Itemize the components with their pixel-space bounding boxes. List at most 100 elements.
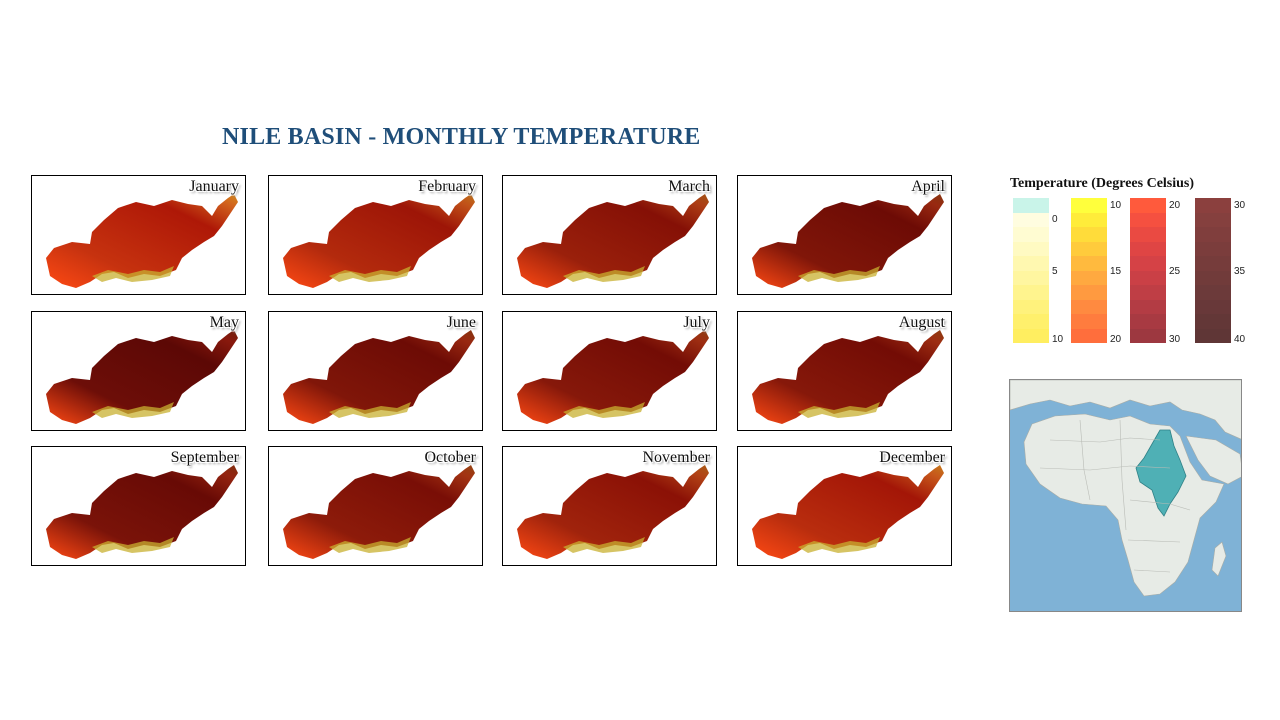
highland-band bbox=[92, 402, 174, 418]
madagascar-island bbox=[1211, 541, 1227, 577]
legend-tick: 10 bbox=[1052, 334, 1064, 345]
highland-band bbox=[563, 402, 645, 418]
legend-swatch bbox=[1195, 241, 1231, 256]
legend-swatch bbox=[1013, 314, 1049, 329]
highland-band bbox=[798, 537, 880, 553]
legend-tick: 30 bbox=[1234, 200, 1246, 211]
page-title: NILE BASIN - MONTHLY TEMPERATURE bbox=[222, 124, 701, 150]
nile-basin-highlight bbox=[1135, 429, 1187, 517]
month-map-january: January bbox=[31, 175, 246, 295]
legend-swatch bbox=[1071, 256, 1107, 271]
legend-swatch bbox=[1013, 285, 1049, 300]
nile-basin-shape bbox=[752, 194, 944, 288]
legend-ramp-3 bbox=[1130, 198, 1166, 343]
legend-tick: 5 bbox=[1052, 266, 1058, 277]
month-label: August bbox=[898, 314, 945, 331]
legend-swatch bbox=[1195, 314, 1231, 329]
arabia-landmass bbox=[1185, 435, 1241, 485]
legend-swatch bbox=[1130, 212, 1166, 227]
nile-basin-shape bbox=[46, 330, 238, 424]
legend-tick: 10 bbox=[1110, 200, 1122, 211]
legend-swatch bbox=[1013, 270, 1049, 285]
legend-tick: 25 bbox=[1169, 266, 1181, 277]
month-map-april: April bbox=[737, 175, 952, 295]
month-label: May bbox=[209, 314, 239, 331]
highland-band bbox=[798, 266, 880, 282]
temperature-map bbox=[46, 465, 238, 559]
legend-swatch bbox=[1071, 198, 1107, 213]
nile-basin-shape bbox=[283, 465, 475, 559]
legend-swatch bbox=[1195, 227, 1231, 242]
legend-tick: 35 bbox=[1234, 266, 1246, 277]
month-label: September bbox=[170, 449, 239, 466]
legend-swatch bbox=[1195, 256, 1231, 271]
month-label: July bbox=[683, 314, 710, 331]
nile-basin-shape bbox=[283, 330, 475, 424]
legend-swatch bbox=[1013, 299, 1049, 314]
legend-swatch bbox=[1195, 198, 1231, 213]
legend-tick: 15 bbox=[1110, 266, 1122, 277]
month-map-june: June bbox=[268, 311, 483, 431]
month-label: November bbox=[642, 449, 710, 466]
legend-swatch bbox=[1195, 328, 1231, 343]
legend-swatch bbox=[1071, 299, 1107, 314]
month-label: April bbox=[911, 178, 945, 195]
nile-basin-shape bbox=[46, 194, 238, 288]
legend-tick: 20 bbox=[1169, 200, 1181, 211]
temperature-map bbox=[283, 465, 475, 559]
legend-tick: 40 bbox=[1234, 334, 1246, 345]
legend-swatch bbox=[1195, 212, 1231, 227]
legend-tick: 30 bbox=[1169, 334, 1181, 345]
legend-swatch bbox=[1013, 212, 1049, 227]
highland-band bbox=[92, 266, 174, 282]
legend-swatch bbox=[1195, 270, 1231, 285]
nile-basin-shape bbox=[46, 465, 238, 559]
temperature-map bbox=[283, 330, 475, 424]
temperature-map bbox=[752, 465, 944, 559]
legend-swatch bbox=[1130, 227, 1166, 242]
legend-swatch bbox=[1130, 198, 1166, 213]
legend-swatch bbox=[1071, 314, 1107, 329]
month-map-march: March bbox=[502, 175, 717, 295]
highland-band bbox=[329, 402, 411, 418]
locator-map-image bbox=[1010, 380, 1241, 611]
month-map-september: September bbox=[31, 446, 246, 566]
legend-swatch bbox=[1013, 241, 1049, 256]
month-map-may: May bbox=[31, 311, 246, 431]
highland-band bbox=[798, 402, 880, 418]
month-label: March bbox=[668, 178, 710, 195]
month-label: December bbox=[879, 449, 945, 466]
legend-swatch bbox=[1071, 270, 1107, 285]
legend-swatch bbox=[1013, 227, 1049, 242]
highland-band bbox=[92, 537, 174, 553]
legend-swatch bbox=[1130, 314, 1166, 329]
legend-swatch bbox=[1071, 285, 1107, 300]
legend-swatch bbox=[1071, 212, 1107, 227]
legend-swatch bbox=[1130, 328, 1166, 343]
month-label: June bbox=[446, 314, 476, 331]
eurasia-landmass bbox=[1010, 380, 1241, 440]
legend-ramp-1 bbox=[1013, 198, 1049, 343]
month-map-february: February bbox=[268, 175, 483, 295]
nile-basin-shape bbox=[517, 465, 709, 559]
temperature-map bbox=[283, 194, 475, 288]
legend-swatch bbox=[1130, 270, 1166, 285]
legend-swatch bbox=[1013, 328, 1049, 343]
temperature-map bbox=[517, 465, 709, 559]
temperature-map bbox=[517, 330, 709, 424]
legend-swatch bbox=[1013, 256, 1049, 271]
country-borders bbox=[1039, 419, 1191, 573]
month-label: October bbox=[424, 449, 476, 466]
legend-swatch bbox=[1013, 198, 1049, 213]
nile-basin-shape bbox=[517, 330, 709, 424]
highland-band bbox=[329, 537, 411, 553]
africa-locator-map bbox=[1009, 379, 1242, 612]
nile-basin-shape bbox=[517, 194, 709, 288]
temperature-map bbox=[752, 194, 944, 288]
legend-swatch bbox=[1195, 299, 1231, 314]
legend-ramp-2 bbox=[1071, 198, 1107, 343]
legend-tick: 20 bbox=[1110, 334, 1122, 345]
temperature-map bbox=[517, 194, 709, 288]
legend-swatch bbox=[1130, 256, 1166, 271]
legend-swatch bbox=[1130, 285, 1166, 300]
